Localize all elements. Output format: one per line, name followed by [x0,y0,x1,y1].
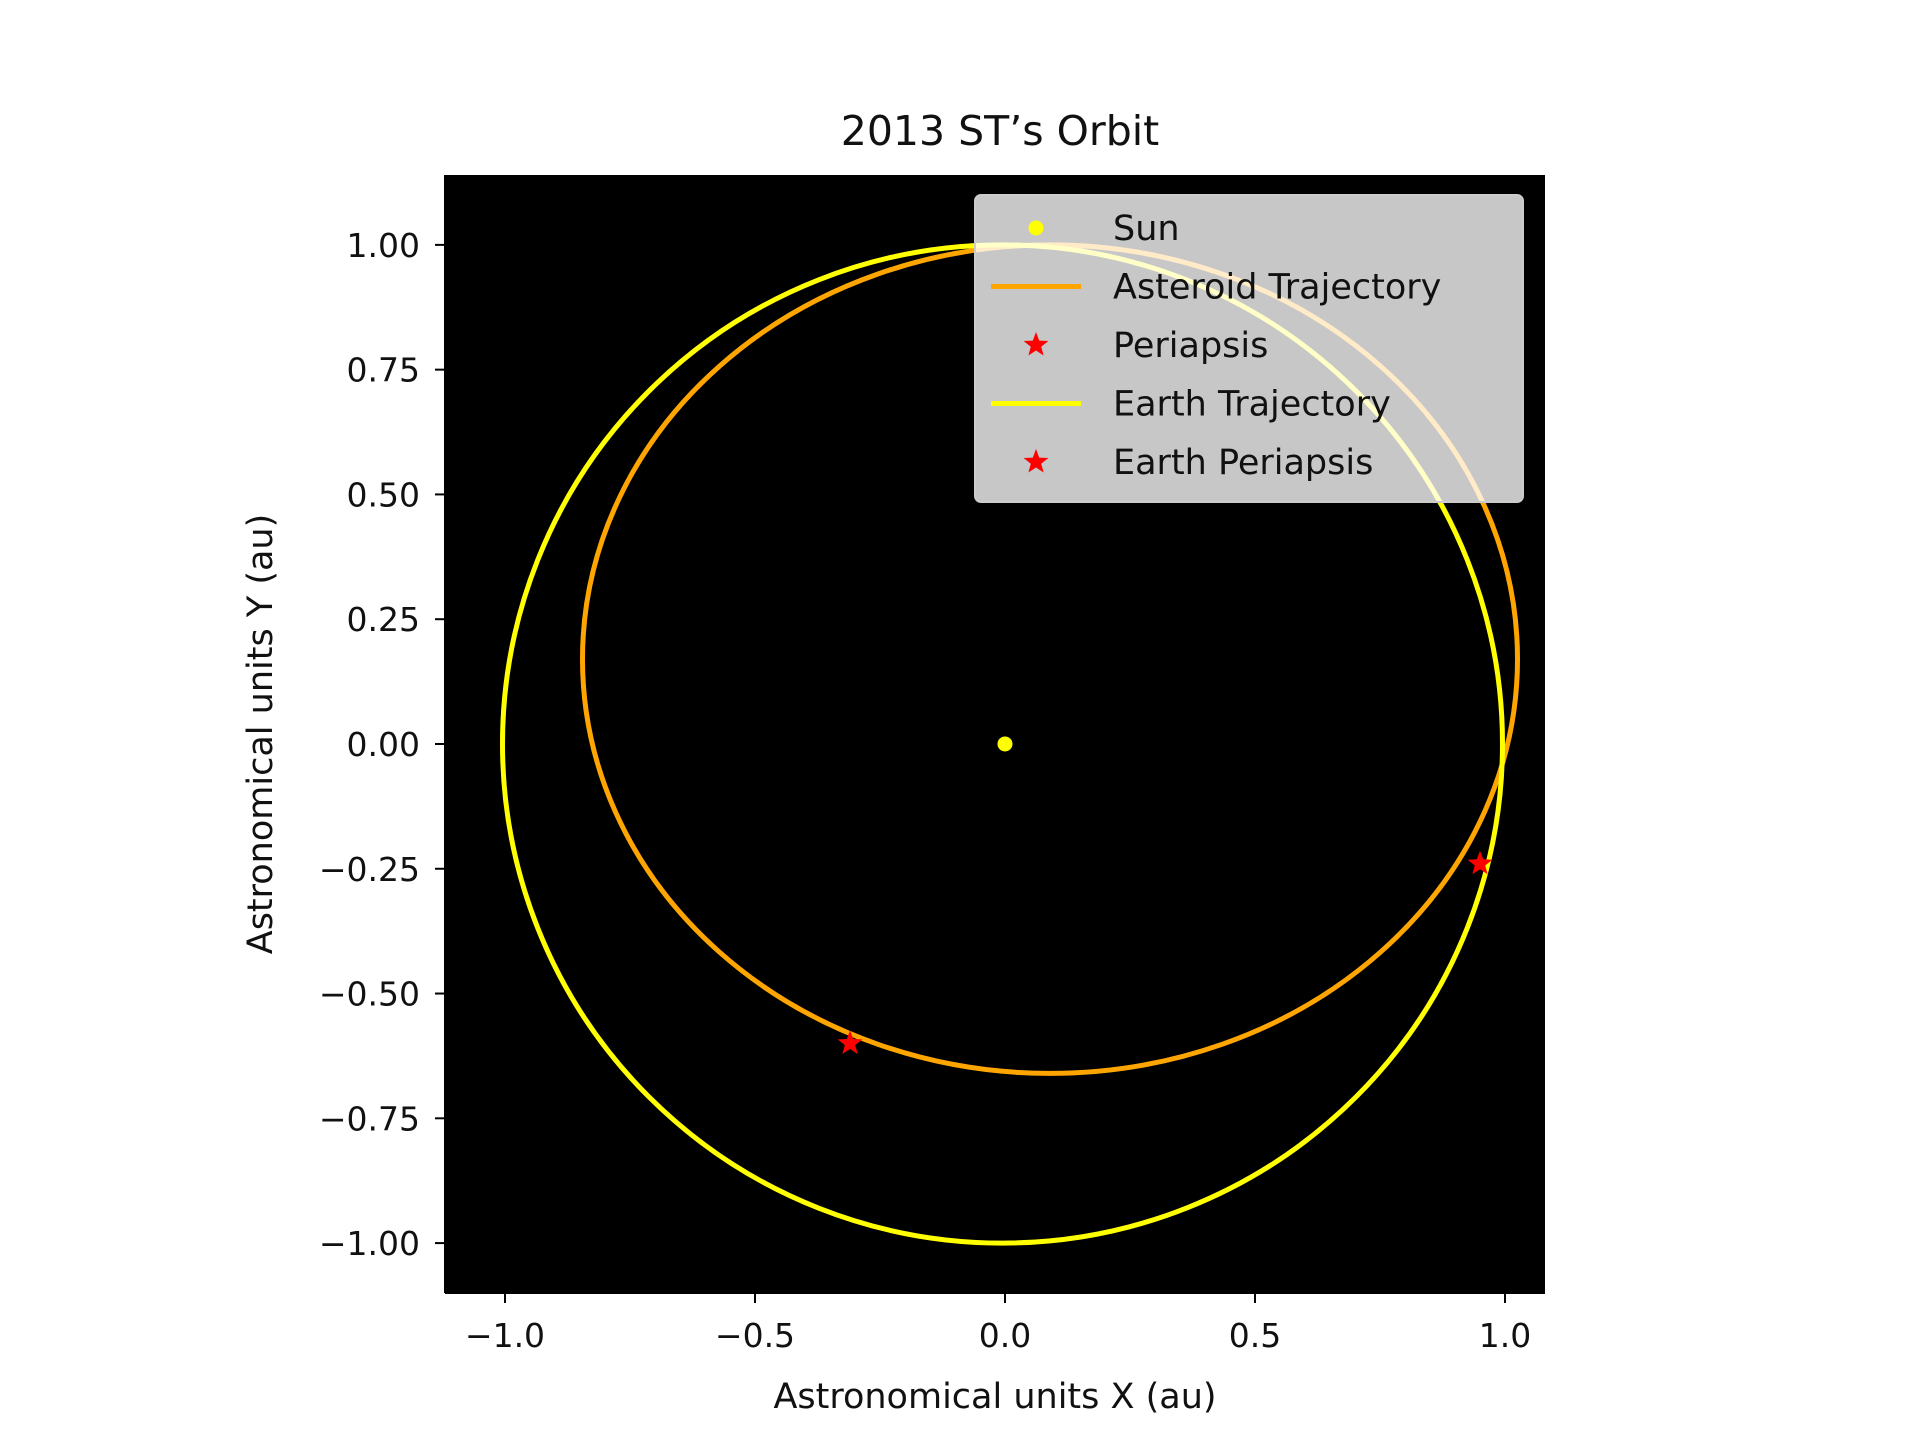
x-tick-label: 0.0 [979,1316,1031,1355]
periapsis-marker [837,1030,863,1054]
axes-layer [435,175,1545,1303]
legend-label-earth-trajectory: Earth Trajectory [1113,385,1391,425]
y-tick-label: 0.25 [347,600,420,639]
legend-box [974,194,1524,503]
legend-swatch-sun [1028,220,1044,236]
legend-entries: Sun Asteroid Trajectory Periapsis Earth Tra… [991,209,1441,483]
y-tick-label: 0.00 [347,725,420,764]
legend-label-asteroid-trajectory: Asteroid Trajectory [1113,268,1441,308]
y-tick-label: 0.75 [347,351,420,390]
y-tick-label: −1.00 [319,1224,420,1263]
legend-label-sun: Sun [1113,209,1180,249]
y-axis-label: Astronomical units Y (au) [241,514,281,955]
x-tick-label: 0.5 [1229,1316,1281,1355]
legend-swatch-periapsis [1023,332,1049,356]
legend-label-earth-periapsis: Earth Periapsis [1113,443,1373,483]
markers-layer [837,736,1493,1054]
earth-periapsis-marker [1467,850,1493,875]
chart-title: 2013 ST’s Orbit [841,107,1160,155]
sun-point [997,736,1013,752]
legend-label-periapsis: Periapsis [1113,326,1268,366]
legend-swatch-earth-periapsis [1023,449,1049,473]
y-tick-label: −0.25 [319,850,420,889]
y-tick-label: 0.50 [347,475,420,514]
x-tick-label: −0.5 [715,1316,795,1355]
y-tick-label: −0.75 [319,1099,420,1138]
x-tick-label: −1.0 [465,1316,545,1355]
y-tick-label: −0.50 [319,975,420,1014]
x-tick-label: 1.0 [1479,1316,1531,1355]
legend: Sun Asteroid Trajectory Periapsis Earth Tra… [974,194,1524,503]
y-tick-label: 1.00 [347,226,420,265]
x-axis-label: Astronomical units X (au) [773,1377,1216,1417]
